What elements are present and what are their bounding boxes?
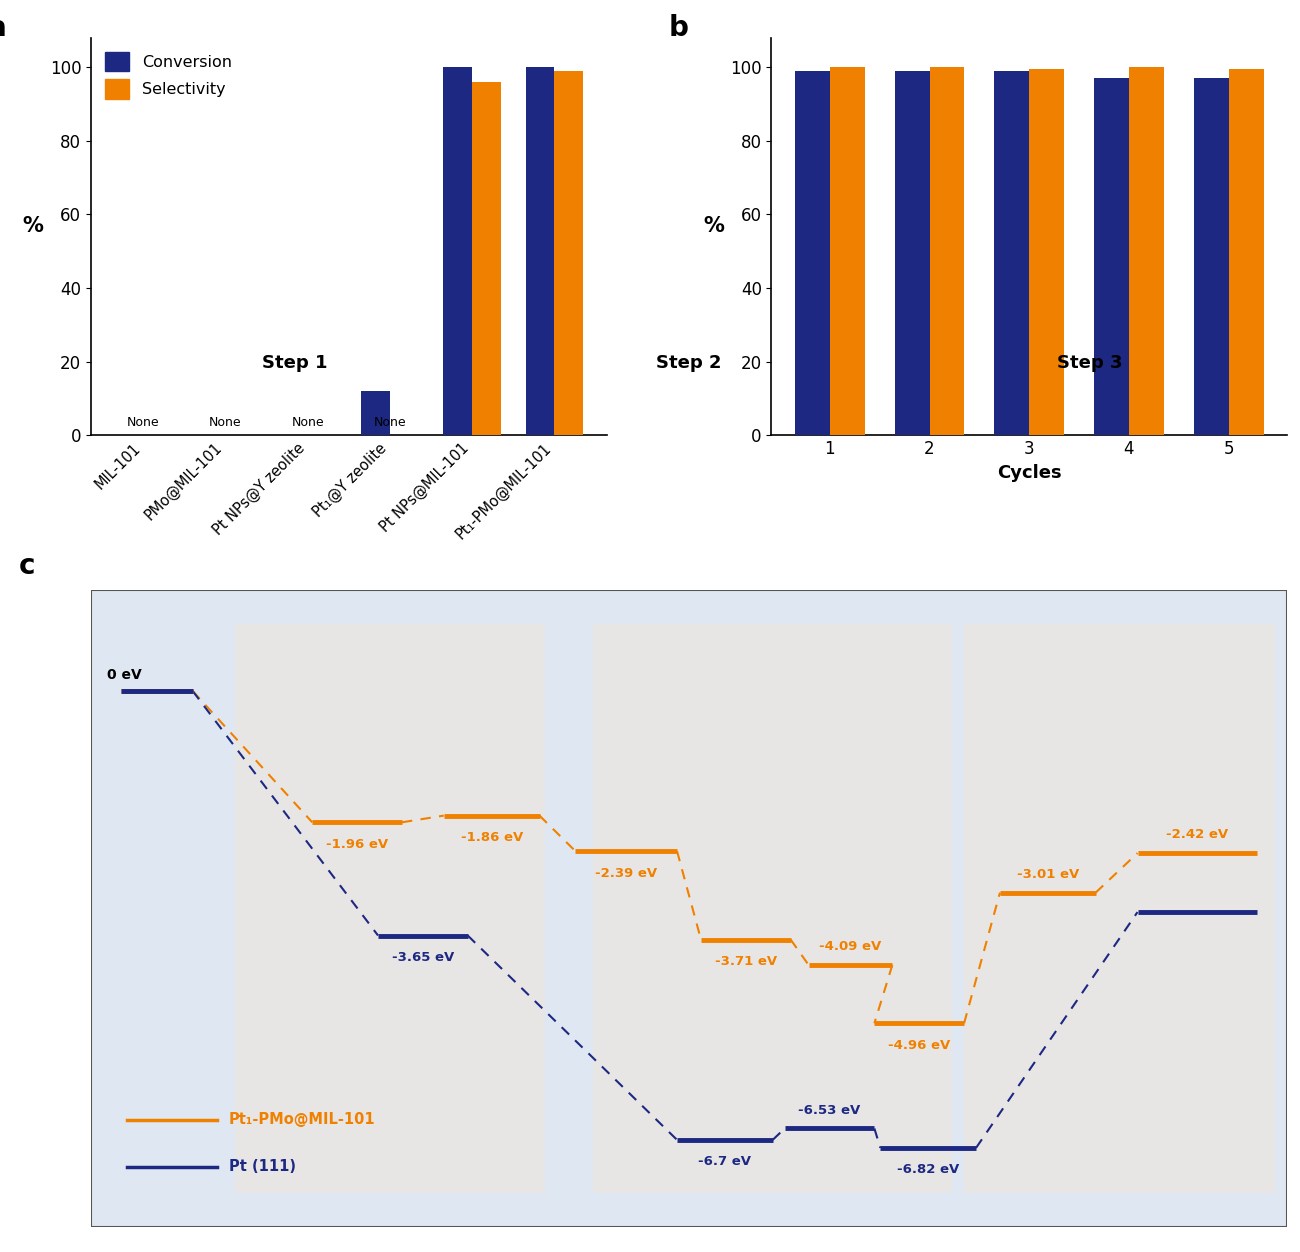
Bar <box>894 70 930 436</box>
FancyBboxPatch shape <box>91 591 1287 1227</box>
Bar <box>994 70 1030 436</box>
Bar <box>1228 69 1264 436</box>
Bar <box>930 68 965 436</box>
Text: -6.53 eV: -6.53 eV <box>798 1104 861 1117</box>
Text: Step 3: Step 3 <box>1057 354 1122 372</box>
Bar <box>472 81 500 436</box>
FancyBboxPatch shape <box>965 623 1275 1193</box>
Text: -2.39 eV: -2.39 eV <box>595 866 658 880</box>
Bar <box>829 68 864 436</box>
Text: -1.86 eV: -1.86 eV <box>460 831 523 844</box>
Bar <box>443 68 472 436</box>
X-axis label: Cycles: Cycles <box>997 463 1062 482</box>
Y-axis label: %: % <box>703 217 724 237</box>
Text: None: None <box>127 416 160 428</box>
Text: -4.96 eV: -4.96 eV <box>888 1039 950 1052</box>
Bar <box>554 70 584 436</box>
Text: None: None <box>291 416 324 428</box>
Text: 0 eV: 0 eV <box>107 667 142 682</box>
Text: c: c <box>20 552 35 581</box>
Bar <box>361 391 390 436</box>
Text: None: None <box>209 416 242 428</box>
Text: a: a <box>0 14 6 41</box>
Text: b: b <box>668 14 688 41</box>
Bar <box>1095 78 1128 436</box>
Bar <box>1128 68 1164 436</box>
FancyBboxPatch shape <box>593 623 952 1193</box>
Text: -3.01 eV: -3.01 eV <box>1017 868 1079 881</box>
Bar <box>1030 69 1065 436</box>
Text: None: None <box>373 416 406 428</box>
Text: -3.65 eV: -3.65 eV <box>391 952 454 964</box>
Text: Pt (111): Pt (111) <box>229 1159 295 1174</box>
Text: Pt₁-PMo@MIL-101: Pt₁-PMo@MIL-101 <box>229 1112 376 1127</box>
Text: -1.96 eV: -1.96 eV <box>326 838 389 851</box>
Bar <box>794 70 829 436</box>
Text: -4.09 eV: -4.09 eV <box>819 940 881 953</box>
Text: Step 1: Step 1 <box>261 354 328 372</box>
Legend: Conversion, Selectivity: Conversion, Selectivity <box>99 45 238 105</box>
FancyBboxPatch shape <box>234 623 546 1193</box>
Text: Step 2: Step 2 <box>656 354 722 372</box>
Text: -6.7 eV: -6.7 eV <box>698 1156 751 1168</box>
Bar <box>525 68 554 436</box>
Text: -2.42 eV: -2.42 eV <box>1166 829 1228 841</box>
Bar <box>1193 78 1228 436</box>
Y-axis label: %: % <box>22 217 43 237</box>
Text: -3.71 eV: -3.71 eV <box>715 955 777 968</box>
Text: -6.82 eV: -6.82 eV <box>897 1163 959 1177</box>
